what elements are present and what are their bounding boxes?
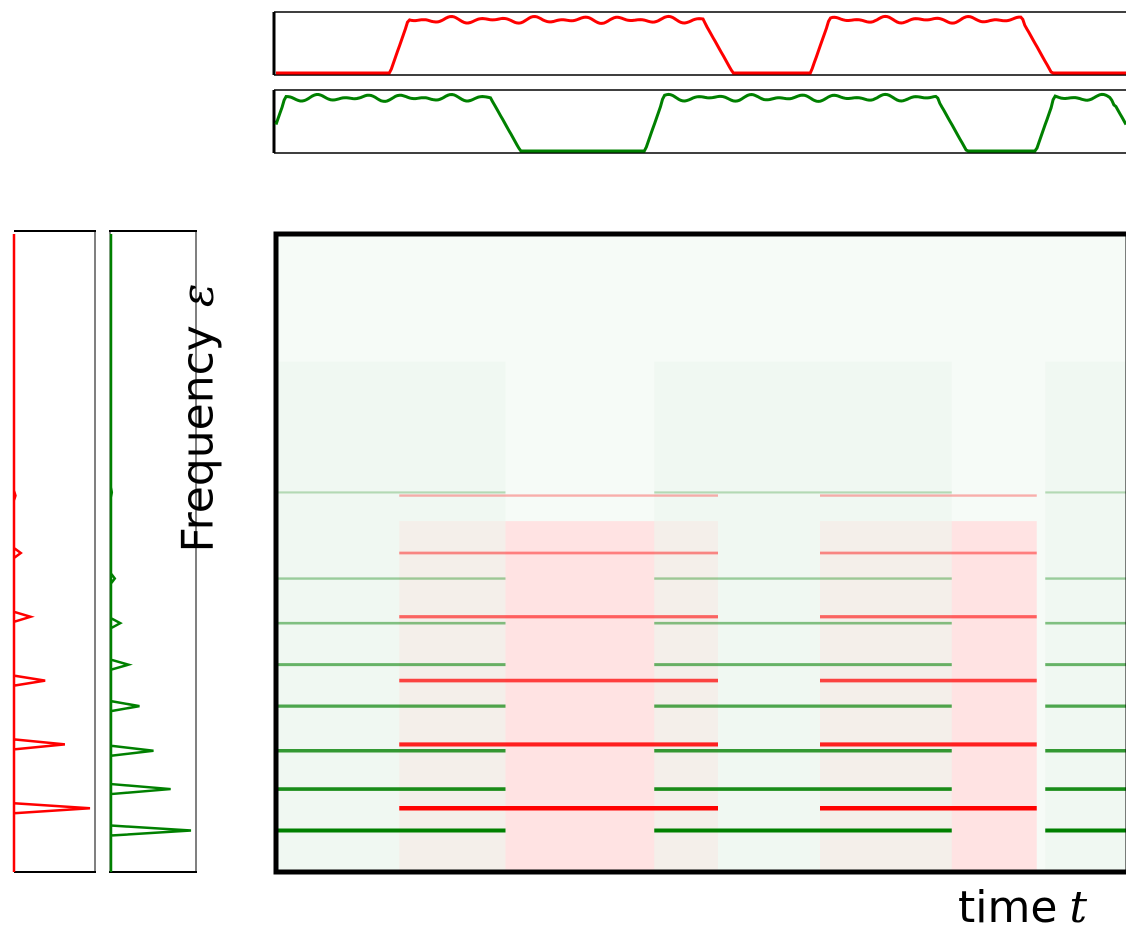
green-activity-region — [1045, 361, 1126, 872]
green-template-curve — [109, 234, 192, 872]
green-activation-curve — [274, 92, 1126, 153]
y-axis-label: Frequencyε — [172, 283, 224, 553]
time-symbol: t — [1069, 882, 1088, 933]
green-template-panel — [109, 230, 197, 873]
red-activation-curve — [276, 14, 1126, 75]
red-template-curve — [12, 234, 91, 872]
frequency-symbol: ε — [172, 283, 224, 308]
x-axis-label: time t — [958, 882, 1088, 933]
spectrogram-harmonic-lines — [276, 491, 1126, 833]
red-template-panel — [12, 230, 96, 873]
spectrogram-panel — [273, 231, 1126, 875]
red-activation-panel — [272, 11, 1126, 76]
green-activation-panel — [272, 89, 1126, 154]
